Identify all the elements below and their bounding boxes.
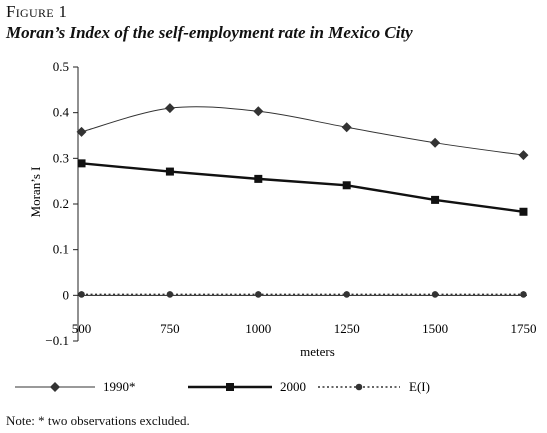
data-point-diamond (430, 137, 441, 148)
figure-title: Moran’s Index of the self-employment rat… (6, 23, 413, 42)
data-point-square (431, 195, 440, 204)
data-point-circle (255, 291, 262, 298)
data-point-diamond (76, 126, 87, 137)
data-point-square (342, 181, 351, 190)
legend-marker-circle (355, 383, 363, 391)
data-point-circle (343, 291, 350, 298)
moran-chart: −0.1 0 0.1 0.2 0.3 0.4 0.5 500 750 1000 1250 1500 17… (15, 59, 536, 394)
data-point-diamond (518, 150, 529, 161)
y-tick-label: 0 (63, 287, 70, 302)
data-point-circle (78, 291, 85, 298)
data-point-circle (520, 291, 527, 298)
legend-label: 1990* (103, 379, 136, 394)
y-tick-label: −0.1 (45, 333, 69, 348)
y-tick-label: 0.1 (53, 242, 69, 257)
x-tick-label: 1250 (334, 321, 360, 336)
figure-label: Figure 1 (6, 2, 68, 21)
y-tick-label: 0.2 (53, 196, 69, 211)
legend-label: 2000 (280, 379, 306, 394)
data-point-circle (431, 291, 439, 298)
y-axis-title: Moran’s I (28, 167, 43, 218)
chart-series (76, 103, 529, 298)
data-point-square (77, 159, 86, 168)
y-tick-label: 0.3 (53, 150, 69, 165)
data-point-square (519, 207, 528, 216)
footnote: Note: * two observations excluded. (6, 413, 190, 428)
x-tick-label: 1500 (422, 321, 448, 336)
chart-legend: 1990* 2000 E(I) (15, 379, 430, 394)
x-axis-title: meters (300, 344, 335, 359)
legend-marker-diamond (50, 382, 60, 392)
x-tick-label: 750 (160, 321, 180, 336)
legend-marker-square (226, 383, 234, 391)
series-line (81, 106, 524, 156)
x-tick-label: 1000 (245, 321, 271, 336)
data-point-diamond (164, 103, 175, 114)
y-tick-label: 0.4 (53, 105, 70, 120)
data-point-circle (166, 291, 174, 298)
data-point-diamond (253, 106, 264, 117)
data-point-square (165, 167, 174, 176)
data-point-square (254, 174, 263, 183)
chart-axes: −0.1 0 0.1 0.2 0.3 0.4 0.5 500 750 1000 1250 1500 17… (28, 59, 536, 359)
x-tick-label: 1750 (510, 321, 536, 336)
x-tick-label: 500 (72, 321, 92, 336)
y-tick-label: 0.5 (53, 59, 69, 74)
legend-label: E(I) (409, 379, 430, 394)
data-point-diamond (341, 122, 352, 133)
series-line (81, 162, 524, 213)
